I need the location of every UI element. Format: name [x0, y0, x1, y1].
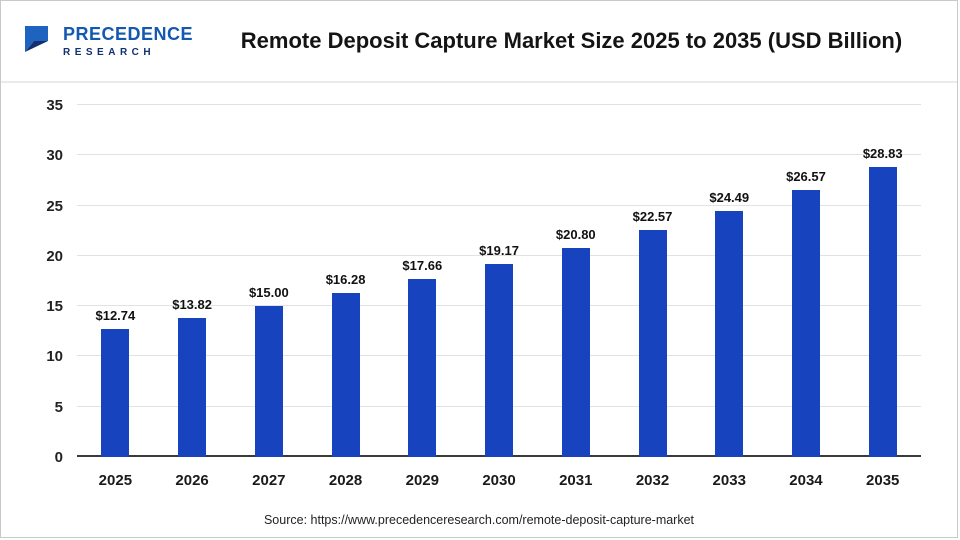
bar-value-label-2025: $12.74 [95, 307, 136, 323]
bar-value-label-2033: $24.49 [709, 189, 750, 205]
y-tick-label-5: 5 [54, 398, 63, 416]
plot-area: $12.74 $13.82 $15.00 $16.28 $17.66 $19.17 $20.… [77, 104, 921, 457]
bar-column-2028: $16.28 [307, 105, 384, 457]
x-tick-label-2035: 2035 [866, 471, 900, 489]
logo-text: PRECEDENCE RESEARCH [63, 24, 193, 58]
bar-value-label-2027: $15.00 [248, 285, 289, 301]
bar-2028 [331, 293, 360, 457]
bar-2030 [485, 264, 514, 457]
bar-column-2031: $20.80 [537, 105, 614, 457]
y-tick-label-25: 25 [46, 197, 63, 215]
bar-column-2035: $28.83 [844, 105, 921, 457]
bar-column-2034: $26.57 [768, 105, 845, 457]
y-tick-label-30: 30 [46, 147, 63, 165]
x-tick-label-2032: 2032 [635, 471, 670, 489]
y-tick-label-20: 20 [46, 247, 63, 265]
bar-value-label-2029: $17.66 [402, 258, 443, 274]
x-tick-label-2034: 2034 [789, 471, 823, 489]
x-tick-label-2028: 2028 [328, 471, 363, 489]
gridline-30 [77, 154, 921, 156]
x-tick-label-2029: 2029 [405, 471, 439, 489]
x-tick-label-2031: 2031 [559, 471, 593, 489]
bar-value-label-2026: $13.82 [172, 297, 212, 313]
y-tick-label-0: 0 [54, 449, 63, 466]
logo-line-research: RESEARCH [63, 47, 156, 58]
bar-2035 [868, 167, 897, 457]
bar-2025 [101, 328, 130, 457]
bar-column-2025: $12.74 [77, 105, 154, 457]
gridline-25 [77, 204, 921, 206]
x-axis: 2025 2026 2027 2028 2029 2030 2031 2032 2033 2034… [77, 457, 921, 503]
bar-2027 [254, 306, 283, 457]
bar-value-label-2031: $20.80 [555, 226, 596, 242]
bar-column-2032: $22.57 [614, 105, 691, 457]
bar-value-label-2035: $28.83 [862, 146, 903, 162]
bar-column-2030: $19.17 [461, 105, 538, 457]
y-tick-label-15: 15 [46, 298, 63, 316]
x-tick-label-2025: 2025 [98, 471, 133, 489]
x-tick-label-2027: 2027 [252, 471, 286, 489]
bar-value-label-2028: $16.28 [325, 272, 366, 288]
bar-column-2029: $17.66 [384, 105, 461, 457]
x-tick-label-2033: 2033 [712, 471, 746, 489]
bar-2029 [408, 279, 437, 457]
bar-column-2026: $13.82 [154, 105, 231, 457]
bar-2033 [715, 210, 744, 457]
footer: Source: https://www.precedenceresearch.c… [1, 503, 957, 537]
bar-value-label-2030: $19.17 [479, 243, 519, 259]
y-axis: 0 5 10 15 20 25 30 35 [25, 97, 77, 466]
precedence-research-logo: PRECEDENCE RESEARCH [23, 24, 218, 59]
gridline-35 [77, 104, 921, 105]
bars-container: $12.74 $13.82 $15.00 $16.28 $17.66 $19.17 $20.… [77, 105, 921, 457]
bar-2031 [561, 247, 590, 457]
chart-title: Remote Deposit Capture Market Size 2025 … [240, 28, 903, 53]
gridline-20 [77, 254, 921, 256]
bar-2034 [791, 189, 820, 457]
bar-column-2033: $24.49 [691, 105, 768, 457]
header: PRECEDENCE RESEARCH Remote Deposit Captu… [1, 1, 957, 83]
source-text: Source: https://www.precedenceresearch.c… [263, 513, 695, 527]
logo-line-precedence: PRECEDENCE [63, 24, 194, 44]
y-tick-label-10: 10 [46, 348, 63, 366]
x-tick-label-2030: 2030 [482, 471, 516, 489]
logo-icon [23, 24, 55, 59]
x-tick-label-2026: 2026 [175, 471, 209, 489]
bar-value-label-2032: $22.57 [632, 209, 673, 225]
bar-column-2027: $15.00 [230, 105, 307, 457]
bar-value-label-2034: $26.57 [786, 168, 826, 184]
bar-2026 [178, 318, 207, 457]
bar-2032 [638, 230, 667, 457]
y-tick-label-35: 35 [46, 97, 63, 114]
bar-chart: 0 5 10 15 20 25 30 35 $12.74 $13.82 $15.00 $16.28 $… [1, 83, 957, 503]
